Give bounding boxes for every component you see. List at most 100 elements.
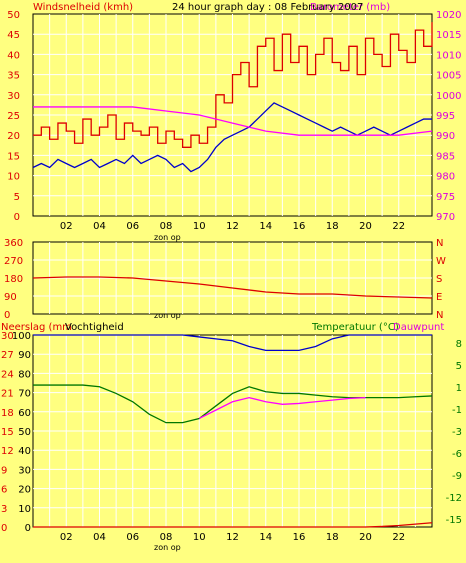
baro-tick: 1015 bbox=[436, 30, 461, 41]
panel3-x-axis-ticks: 02 04 06 08 10 12 14 16 18 20 22 bbox=[60, 532, 405, 543]
wind-direction-line bbox=[32, 276, 433, 299]
temperature-tick: -15 bbox=[446, 515, 462, 526]
humidity-tick: 100 bbox=[12, 331, 31, 342]
panel3-zon-op-label: zon op bbox=[154, 543, 181, 552]
compass-letter: S bbox=[436, 274, 442, 285]
rain-tick: 0 bbox=[1, 523, 7, 534]
rain-tick: 3 bbox=[1, 504, 7, 515]
baro-tick: 985 bbox=[436, 151, 455, 162]
x-tick: 14 bbox=[259, 532, 272, 543]
panel2-zon-op-label: zon op bbox=[154, 311, 181, 320]
x-tick: 02 bbox=[60, 221, 73, 232]
temperature-tick: 8 bbox=[456, 339, 462, 350]
humidity-tick: 10 bbox=[18, 504, 31, 515]
humidity-tick: 30 bbox=[18, 465, 31, 476]
barometer-line bbox=[33, 106, 433, 136]
baro-tick: 1005 bbox=[436, 71, 461, 82]
temperature-tick: -3 bbox=[452, 427, 462, 438]
x-tick: 18 bbox=[326, 532, 339, 543]
humidity-tick: 50 bbox=[18, 427, 31, 438]
rain-tick: 12 bbox=[1, 446, 14, 457]
baro-tick: 995 bbox=[436, 111, 455, 122]
temperature-tick: 1 bbox=[456, 383, 462, 394]
baro-tick: 980 bbox=[436, 172, 455, 183]
temperature-tick: -12 bbox=[446, 493, 462, 504]
x-tick: 08 bbox=[160, 221, 173, 232]
x-tick: 16 bbox=[293, 532, 306, 543]
wind-tick: 45 bbox=[7, 30, 20, 41]
x-tick: 22 bbox=[392, 221, 405, 232]
compass-letter: N bbox=[436, 238, 443, 249]
humidity-tick: 0 bbox=[25, 523, 31, 534]
humidity-temp-grid bbox=[33, 335, 432, 527]
wind-axis-label: Windsnelheid (kmh) bbox=[33, 2, 133, 13]
rain-tick: 15 bbox=[1, 427, 14, 438]
rain-tick: 9 bbox=[1, 465, 7, 476]
baro-tick: 1020 bbox=[436, 10, 461, 21]
humidity-axis-label: Vochtigheid bbox=[65, 322, 124, 333]
panel1-zon-op-label: zon op bbox=[154, 233, 181, 242]
baro-axis-label: Barometer (mb) bbox=[310, 2, 390, 13]
humidity-tick: 80 bbox=[18, 369, 31, 380]
wind-tick: 10 bbox=[7, 172, 20, 183]
rain-tick: 27 bbox=[1, 350, 14, 361]
wind-baro-series bbox=[32, 22, 433, 173]
direction-tick: 90 bbox=[4, 292, 17, 303]
wind-tick: 15 bbox=[7, 151, 20, 162]
direction-tick: 0 bbox=[4, 310, 10, 321]
temperature-tick: 5 bbox=[456, 361, 462, 372]
x-tick: 10 bbox=[193, 221, 206, 232]
x-tick: 06 bbox=[126, 221, 139, 232]
humidity-temp-series bbox=[33, 334, 433, 528]
humidity-tick: 90 bbox=[18, 350, 31, 361]
compass-letter: E bbox=[436, 292, 442, 303]
panel1-x-axis-ticks: 02 04 06 08 10 12 14 16 18 20 22 bbox=[60, 221, 405, 232]
wind-speed-line bbox=[32, 102, 432, 173]
humidity-tick: 60 bbox=[18, 408, 31, 419]
wind-direction-series bbox=[32, 276, 433, 299]
direction-tick: 360 bbox=[4, 238, 23, 249]
x-tick: 14 bbox=[259, 221, 272, 232]
chart-title: 24 hour graph day : 08 February 2007 bbox=[172, 2, 363, 13]
rain-tick: 24 bbox=[1, 369, 14, 380]
x-tick: 18 bbox=[326, 221, 339, 232]
baro-y-axis-ticks: 970 975 980 985 990 995 1000 1005 1010 1015 1020 bbox=[436, 10, 461, 223]
baro-tick: 1000 bbox=[436, 91, 461, 102]
x-tick: 16 bbox=[293, 221, 306, 232]
wind-gust-line bbox=[33, 22, 433, 148]
rain-tick: 21 bbox=[1, 389, 14, 400]
temperature-axis-label: Temperatuur (°C) bbox=[311, 322, 399, 333]
rain-tick: 30 bbox=[1, 331, 14, 342]
rain-tick: 18 bbox=[1, 408, 14, 419]
direction-tick: 180 bbox=[4, 274, 23, 285]
rain-line bbox=[33, 522, 433, 528]
direction-y-axis-ticks: 360 270 180 90 0 bbox=[4, 238, 23, 321]
x-tick: 12 bbox=[226, 532, 239, 543]
dewpoint-axis-label: Dauwpunt bbox=[393, 322, 444, 333]
wind-tick: 0 bbox=[14, 212, 20, 223]
rain-tick: 6 bbox=[1, 485, 7, 496]
x-tick: 22 bbox=[392, 532, 405, 543]
wind-tick: 50 bbox=[7, 10, 20, 21]
x-tick: 20 bbox=[359, 532, 372, 543]
humidity-tick: 40 bbox=[18, 446, 31, 457]
temperature-y-axis-ticks: 8 5 1 -1 -3 -6 -9 -12 -15 bbox=[446, 339, 462, 526]
compass-letter: N bbox=[436, 310, 443, 321]
direction-tick: 270 bbox=[4, 256, 23, 267]
x-tick: 04 bbox=[93, 532, 106, 543]
baro-tick: 1010 bbox=[436, 50, 461, 61]
dewpoint-line bbox=[198, 396, 366, 420]
humidity-tick: 20 bbox=[18, 485, 31, 496]
baro-tick: 975 bbox=[436, 192, 455, 203]
x-tick: 02 bbox=[60, 532, 73, 543]
wind-tick: 5 bbox=[14, 192, 20, 203]
x-tick: 10 bbox=[193, 532, 206, 543]
wind-tick: 30 bbox=[7, 91, 20, 102]
wind-tick: 40 bbox=[7, 50, 20, 61]
baro-tick: 990 bbox=[436, 131, 455, 142]
x-tick: 08 bbox=[160, 532, 173, 543]
